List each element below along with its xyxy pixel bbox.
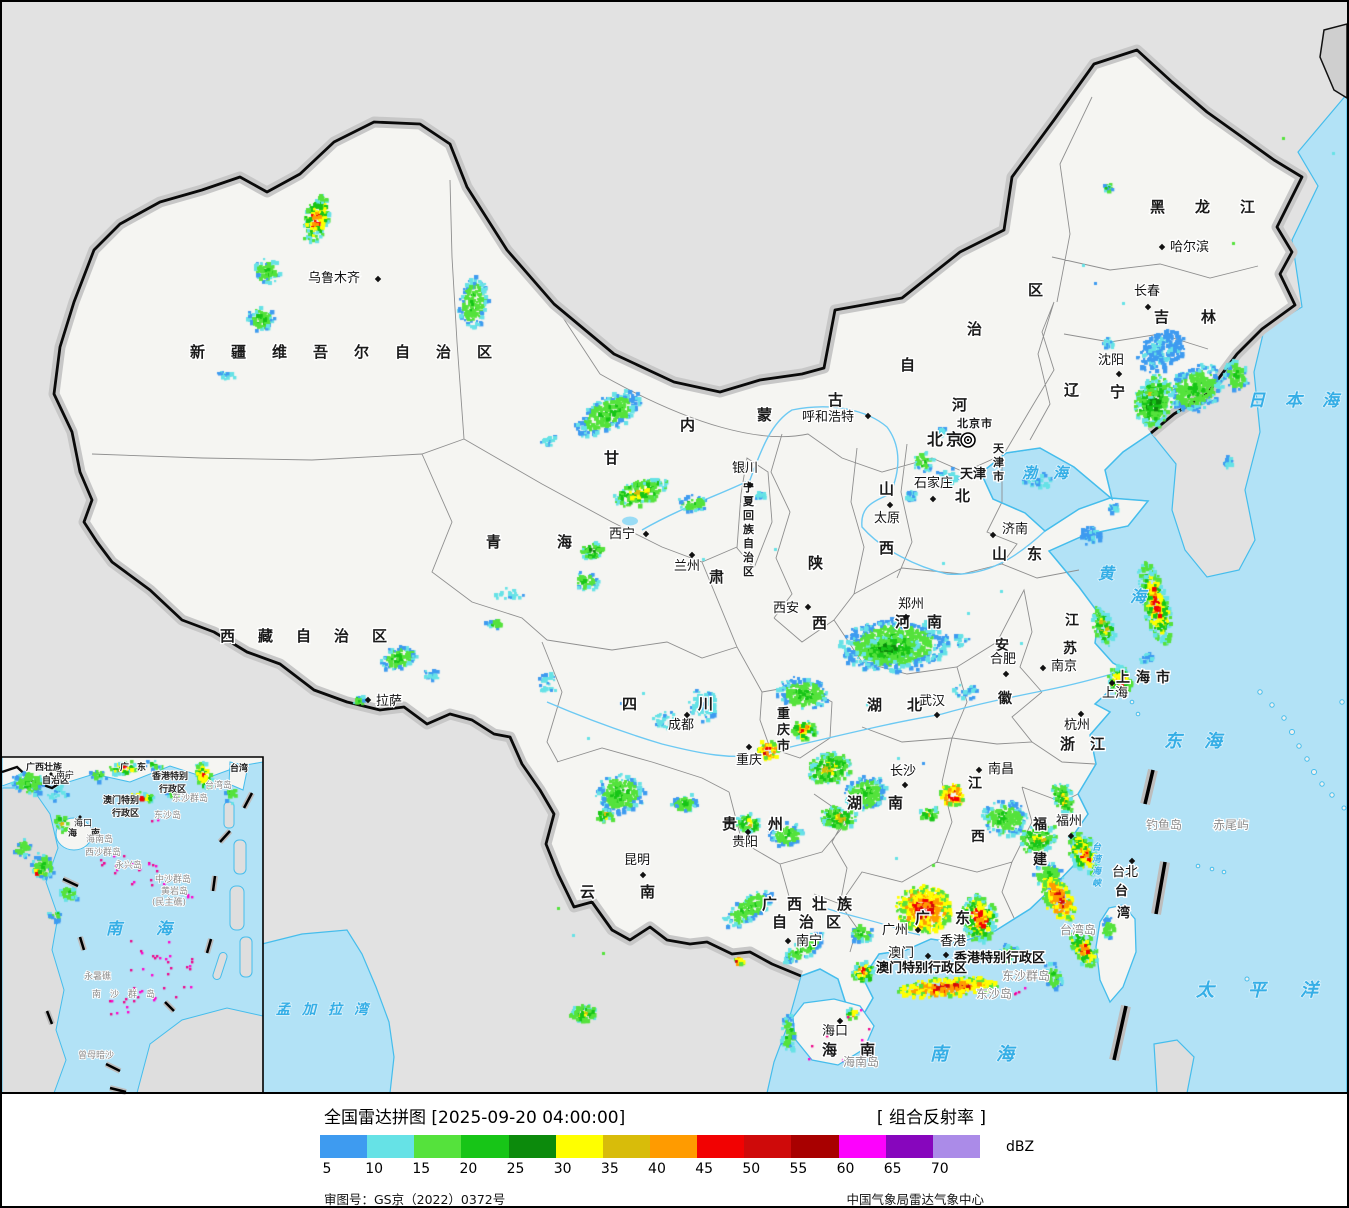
legend-swatch	[791, 1135, 839, 1158]
legend-tick: 55	[789, 1161, 808, 1177]
legend-tick: 30	[553, 1161, 572, 1177]
legend-tick: 50	[742, 1161, 761, 1177]
legend-swatch	[508, 1135, 556, 1158]
legend-tick: 70	[930, 1161, 949, 1177]
color-scale-ticks: 5 10 15 20 25 30 35 40 45 50 55 60 65 70	[320, 1161, 980, 1181]
legend-swatch	[838, 1135, 886, 1158]
credit: 中国气象局雷达气象中心	[846, 1192, 984, 1207]
legend-swatch	[697, 1135, 745, 1158]
legend-tick: 35	[600, 1161, 619, 1177]
map-license: 审图号：GS京（2022）0372号	[324, 1192, 506, 1207]
legend-tick: 40	[648, 1161, 666, 1177]
legend-tick: 65	[883, 1161, 902, 1177]
legend: 全国雷达拼图 [2025-09-20 04:00:00] [ 组合反射率 ] d…	[318, 1101, 1058, 1207]
legend-swatch	[320, 1135, 368, 1158]
legend-swatch	[461, 1135, 509, 1158]
legend-tick: 10	[365, 1161, 384, 1177]
legend-tick: 60	[836, 1161, 855, 1177]
legend-swatch	[932, 1135, 980, 1158]
radar-echo-layer	[2, 2, 1347, 1093]
legend-title: 全国雷达拼图 [2025-09-20 04:00:00]	[324, 1108, 626, 1128]
legend-swatch	[602, 1135, 650, 1158]
legend-swatch	[885, 1135, 933, 1158]
legend-swatch	[649, 1135, 698, 1158]
legend-tick: 15	[412, 1161, 431, 1177]
legend-swatch	[744, 1135, 792, 1158]
color-scale	[320, 1135, 980, 1158]
legend-tick: 20	[459, 1161, 478, 1177]
legend-swatch	[414, 1135, 462, 1158]
legend-swatch	[555, 1135, 603, 1158]
legend-swatch	[367, 1135, 415, 1158]
legend-product: [ 组合反射率 ]	[876, 1108, 986, 1128]
legend-tick: 5	[322, 1161, 332, 1177]
legend-unit: dBZ	[1006, 1138, 1035, 1155]
legend-tick: 45	[695, 1161, 714, 1177]
legend-tick: 25	[506, 1161, 525, 1177]
